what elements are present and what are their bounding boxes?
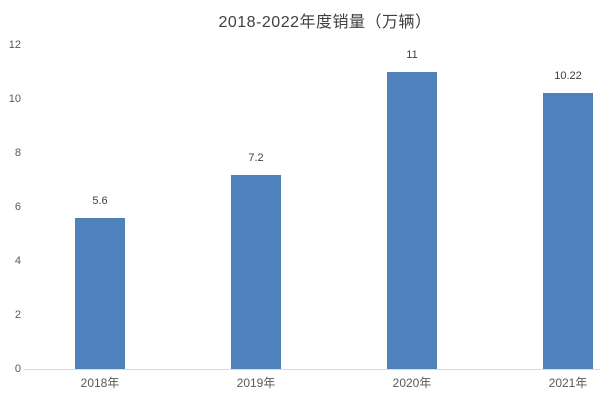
y-axis-tick-label: 12 xyxy=(8,39,21,51)
data-label-2019年: 7.2 xyxy=(248,151,264,164)
y-axis-tick-label: 8 xyxy=(14,147,21,159)
data-label-2018年: 5.6 xyxy=(92,194,108,207)
data-label-2021年: 10.22 xyxy=(554,70,582,83)
bar-2019年 xyxy=(231,174,281,369)
bar-2021年 xyxy=(543,93,593,369)
bar-2018年 xyxy=(75,217,125,369)
data-label-2020年: 11 xyxy=(406,49,418,61)
y-axis-tick-label: 6 xyxy=(14,201,21,213)
y-axis-tick-label: 4 xyxy=(14,255,21,267)
x-axis-category-label: 2019年 xyxy=(236,376,276,390)
bar-2020年 xyxy=(387,72,437,369)
chart-title: 2018-2022年度销量（万辆） xyxy=(218,14,432,31)
x-axis-category-label: 2018年 xyxy=(80,376,120,390)
x-axis-category-label: 2021年 xyxy=(548,376,588,390)
x-axis-category-label: 2020年 xyxy=(392,376,432,390)
y-axis-tick-label: 2 xyxy=(14,309,21,321)
y-axis-tick-label: 10 xyxy=(8,93,21,105)
y-axis-tick-label: 0 xyxy=(14,363,21,375)
x-axis-line xyxy=(24,369,600,370)
